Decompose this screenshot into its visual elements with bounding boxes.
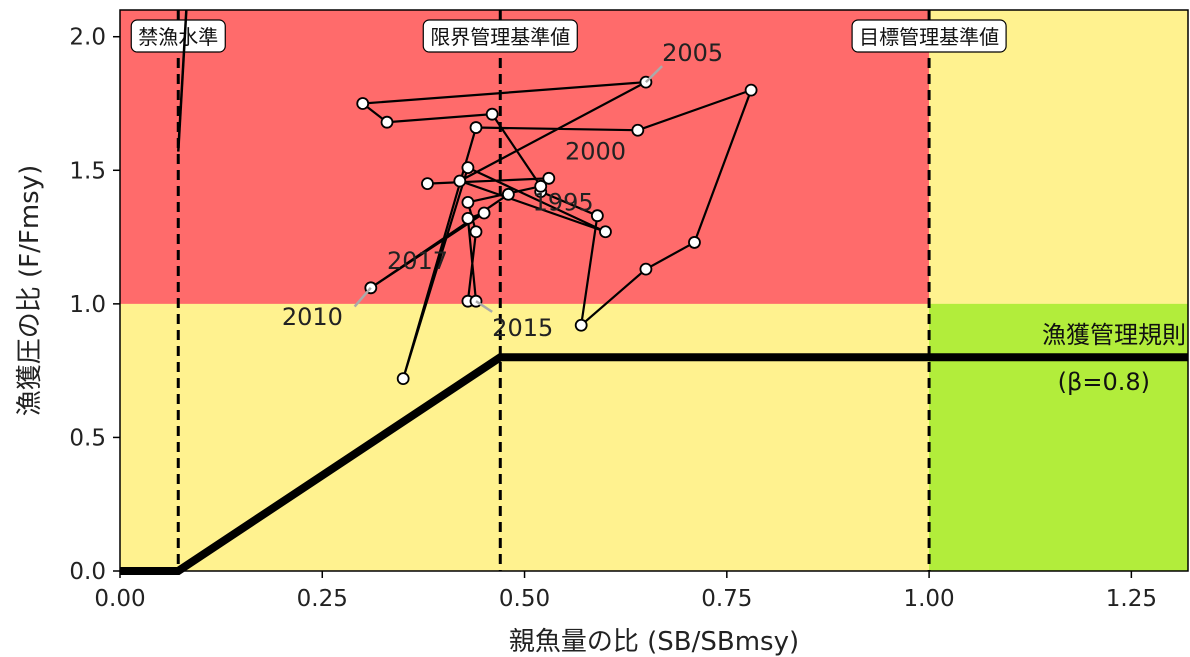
- harvest-control-rule-beta: (β=0.8): [1058, 368, 1150, 396]
- trajectory-point: [469, 225, 483, 239]
- reference-label-box: [851, 19, 1007, 53]
- x-tick-label: 0.75: [701, 586, 752, 612]
- healthy-zone: [929, 303, 1188, 571]
- plot-frame: [119, 9, 1189, 572]
- y-axis: 0.0 0.5 1.0 1.5 2.0: [69, 25, 120, 585]
- trajectory-point: [469, 121, 483, 134]
- x-axis: 0.00 0.25 0.50 0.75 1.00 1.25: [94, 571, 1157, 612]
- year-label: 2017: [387, 247, 448, 275]
- trajectory-point: [461, 161, 475, 175]
- reference-label-box: [130, 19, 226, 53]
- x-axis-title: 親魚量の比 (SB/SBmsy): [509, 627, 799, 657]
- y-tick-label: 1.0: [69, 292, 106, 318]
- leader-line: [353, 287, 372, 308]
- trajectory-point: [631, 123, 645, 137]
- x-tick-label: 0.25: [297, 586, 348, 612]
- trajectory-point: [534, 179, 548, 193]
- trajectory-point: [501, 187, 515, 201]
- trajectory-early-segment: [177, 9, 188, 152]
- trajectory-point: [453, 174, 467, 188]
- y-tick-label: 0.5: [69, 425, 106, 451]
- reference-label-text: 目標管理基準値: [859, 25, 999, 49]
- trajectory-point: [574, 318, 588, 332]
- trajectory-point: [590, 209, 604, 223]
- trajectory-point: [485, 107, 499, 121]
- annotations-layer: 1995 2000 2005 2010 2015 2017: [282, 39, 723, 342]
- reference-label: 目標管理基準値: [851, 19, 1007, 53]
- y-tick-label: 0.0: [69, 559, 106, 585]
- reference-label: 限界管理基準値: [422, 19, 578, 53]
- x-tick-label: 0.00: [94, 586, 145, 612]
- x-tick-label: 1.00: [903, 586, 954, 612]
- reference-label-text: 禁漁水準: [138, 25, 218, 49]
- year-label: 2005: [662, 39, 723, 67]
- zones-layer: [120, 10, 1188, 571]
- harvest-control-rule-label: 漁獲管理規則: [1042, 321, 1186, 349]
- trajectory-point: [461, 195, 475, 209]
- trajectory-point: [356, 97, 370, 110]
- leader-line: [475, 300, 493, 313]
- trajectory-point: [542, 171, 556, 185]
- x-tick-label: 0.50: [499, 586, 550, 612]
- trajectory-point: [688, 236, 701, 249]
- y-axis-title: 漁獲圧の比 (F/Fmsy): [15, 165, 45, 416]
- trajectory-point: [599, 225, 612, 239]
- overfishing-zone: [120, 10, 930, 304]
- trajectory-point: [380, 115, 394, 129]
- y-tick-label: 2.0: [69, 25, 106, 51]
- x-tick-label: 1.25: [1106, 586, 1157, 612]
- trajectory-point: [639, 262, 653, 276]
- year-label: 2010: [282, 303, 343, 331]
- trajectory-layer: [177, 9, 758, 386]
- trajectory-point: [421, 177, 434, 191]
- leader-line: [645, 65, 663, 84]
- year-label: 2015: [492, 314, 553, 342]
- trajectory-point: [396, 372, 410, 386]
- reference-label-text: 限界管理基準値: [430, 25, 570, 49]
- trajectory-point: [477, 206, 491, 220]
- plot-border: [119, 9, 1189, 572]
- reference-label: 禁漁水準: [130, 19, 226, 53]
- trajectory-point: [744, 83, 758, 97]
- y-tick-label: 1.5: [69, 158, 106, 184]
- reference-label-box: [422, 19, 578, 53]
- trajectory-point: [461, 211, 475, 225]
- reference-lines-layer: 禁漁水準 限界管理基準値 目標管理基準値: [130, 10, 1007, 571]
- year-label: 1995: [533, 188, 594, 216]
- year-label: 2000: [565, 138, 626, 166]
